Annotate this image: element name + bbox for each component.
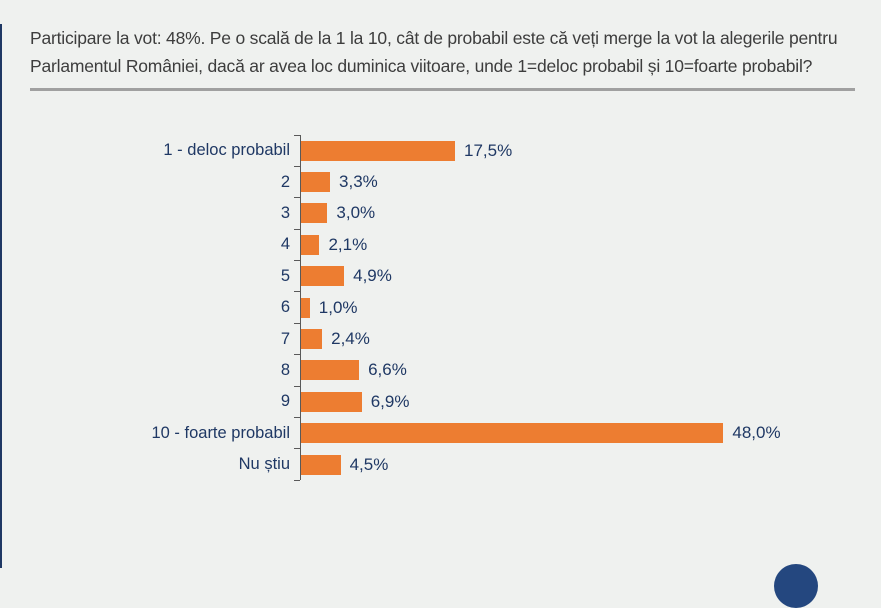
category-label: 7 [280, 329, 290, 348]
chart-row: 7 2,4% [30, 322, 881, 355]
bar [301, 329, 323, 350]
plot-area-row: 4,5% [294, 448, 881, 482]
chart-row: 9 6,9% [30, 385, 881, 418]
chart-row: 3 3,0% [30, 197, 881, 230]
plot-rows: 1 - deloc probabil 17,5% 2 3,3% 3 3,0% 4 2,1% 5 4… [30, 134, 881, 482]
bar [301, 423, 724, 444]
bar [301, 266, 345, 287]
chart-row: 4 2,1% [30, 228, 881, 261]
bar [301, 360, 360, 381]
chart-row: 8 6,6% [30, 354, 881, 387]
bar [301, 140, 455, 161]
value-label: 2,4% [331, 329, 370, 349]
plot-area-row: 3,3% [294, 165, 881, 198]
category-label: 3 [280, 203, 290, 222]
chart-row: 5 4,9% [30, 260, 881, 292]
plot-area-row: 4,9% [294, 260, 881, 292]
bar [301, 234, 320, 255]
bar [301, 297, 310, 318]
chart-row: 2 3,3% [30, 165, 881, 198]
category-label: 5 [280, 266, 290, 285]
category-label: 1 - deloc probabil [163, 141, 290, 160]
title-divider [30, 88, 855, 91]
plot-area-row: 17,5% [294, 134, 881, 167]
chart-row: Nu știu 4,5% [30, 448, 881, 482]
bar [301, 172, 331, 193]
bar [301, 454, 341, 475]
category-label: Nu știu [238, 455, 290, 474]
plot-area-row: 2,4% [294, 322, 881, 355]
value-label: 4,9% [353, 266, 392, 286]
bar [301, 203, 328, 224]
chart-question-title: Participare la vot: 48%. Pe o scală de l… [30, 28, 838, 76]
value-label: 2,1% [328, 234, 368, 254]
value-label: 17,5% [464, 140, 513, 160]
value-label: 3,3% [339, 172, 378, 192]
chart-row: 6 1,0% [30, 291, 881, 324]
value-label: 3,0% [336, 203, 376, 223]
plot-area-row: 48,0% [294, 417, 881, 449]
value-label: 6,6% [368, 360, 407, 380]
plot-area-row: 6,9% [294, 385, 881, 418]
category-label: 9 [280, 392, 290, 411]
plot-area-row: 6,6% [294, 354, 881, 387]
category-label: 10 - foarte probabil [151, 423, 290, 442]
chart-row: 10 - foarte probabil 48,0% [30, 417, 881, 449]
category-label: 8 [280, 360, 290, 379]
plot-area-row: 3,0% [294, 197, 881, 230]
header: Participare la vot: 48%. Pe o scală de l… [30, 24, 853, 80]
category-label: 4 [280, 235, 290, 254]
category-label: 2 [280, 172, 290, 191]
bar-chart: 1 - deloc probabil 17,5% 2 3,3% 3 3,0% 4 2,1% 5 4… [30, 134, 881, 482]
plot-area-row: 1,0% [294, 291, 881, 324]
value-label: 48,0% [732, 423, 781, 443]
partial-logo-circle [774, 564, 818, 608]
bar [301, 391, 362, 412]
value-label: 4,5% [349, 454, 389, 474]
value-label: 6,9% [370, 391, 410, 411]
chart-row: 1 - deloc probabil 17,5% [30, 134, 881, 167]
category-label: 6 [280, 298, 290, 317]
value-label: 1,0% [318, 297, 358, 317]
plot-area-row: 2,1% [294, 228, 881, 261]
left-edge-accent [0, 24, 2, 568]
